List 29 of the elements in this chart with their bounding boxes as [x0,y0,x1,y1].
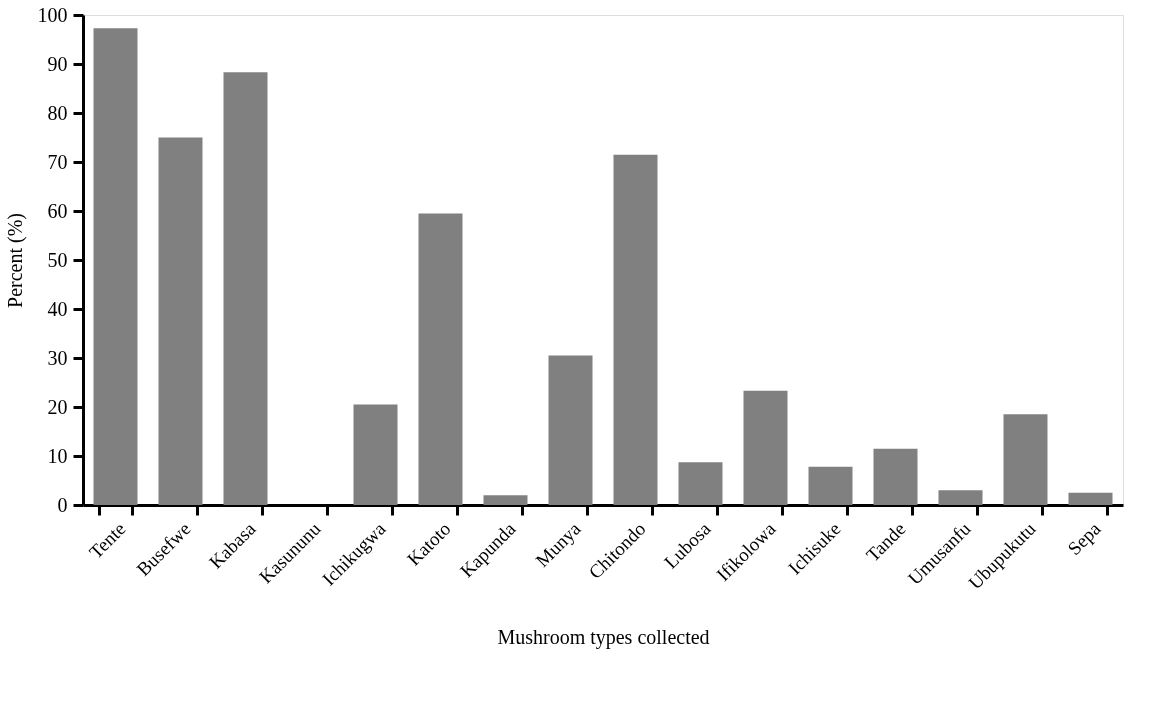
bar [678,462,723,505]
bar [743,390,788,505]
bar [483,495,528,505]
y-tick-label: 10 [47,444,68,467]
bar [1003,414,1048,505]
bar [158,137,203,505]
y-tick-label: 80 [47,101,68,124]
y-tick-label: 100 [37,3,68,26]
y-tick-label: 30 [47,346,68,369]
bar [418,213,463,505]
x-axis-title: Mushroom types collected [497,626,710,650]
y-tick-label: 20 [47,395,68,418]
bar [93,28,138,505]
bar [808,466,853,505]
bar [873,448,918,505]
y-tick-label: 50 [47,248,68,271]
y-tick-label: 0 [57,493,68,516]
y-tick-label: 90 [47,52,68,75]
bar [223,72,268,505]
y-axis-title: Percent (%) [3,213,27,308]
bar [548,355,593,505]
bar [938,490,983,505]
bar [353,404,398,505]
y-tick-label: 70 [47,150,68,173]
bar [1068,492,1113,505]
bar [613,154,658,505]
y-tick-label: 60 [47,199,68,222]
y-tick-label: 40 [47,297,68,320]
x-tick-label: Sepa [1063,517,1105,560]
